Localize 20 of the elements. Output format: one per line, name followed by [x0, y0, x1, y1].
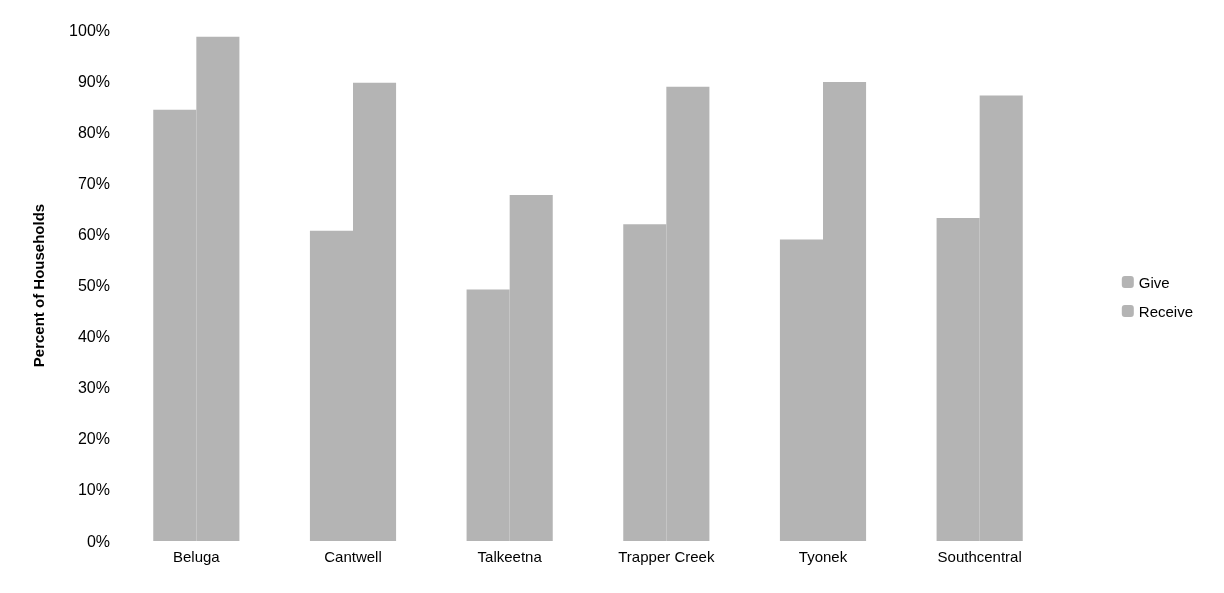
x-tick-label: Southcentral [937, 548, 1022, 565]
y-tick-label: 90% [77, 72, 110, 90]
y-tick-label: 80% [77, 123, 110, 141]
x-tick-label: Tyonek [798, 548, 848, 565]
x-tick-label: Cantwell [324, 548, 382, 565]
x-tick-label: Talkeetna [477, 548, 543, 565]
y-tick-label: 70% [77, 174, 110, 192]
y-tick-label: 10% [77, 481, 110, 499]
y-tick-label: 40% [77, 328, 110, 346]
x-tick-label: Beluga [172, 548, 221, 565]
y-axis-title: Percent of Households [30, 203, 47, 368]
y-tick-label: 20% [77, 430, 110, 448]
y-tick-label: 50% [77, 277, 110, 294]
y-tick-label: 0% [86, 532, 110, 550]
y-tick-label: 100% [69, 21, 110, 39]
legend-label: Receive [1138, 302, 1194, 320]
y-tick-label: 30% [77, 379, 110, 397]
x-tick-label: Trapper Creek [618, 548, 715, 565]
y-tick-label: 60% [77, 225, 110, 243]
legend-label: Give [1138, 273, 1170, 291]
